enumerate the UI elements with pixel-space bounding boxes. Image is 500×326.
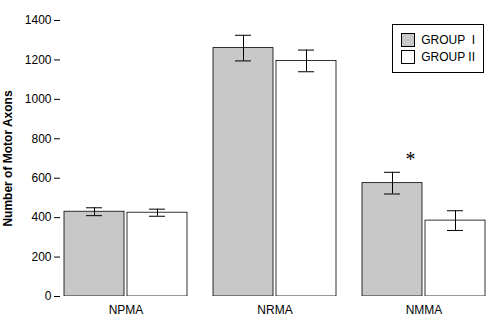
svg-text:NPMA: NPMA [109,303,144,317]
svg-text:Number of Motor Axons: Number of Motor Axons [1,90,15,227]
svg-text:600: 600 [31,171,51,185]
svg-text:1400: 1400 [25,13,52,27]
html-text:GROUP II: GROUP II [421,50,475,64]
svg-text:1200: 1200 [25,53,52,67]
svg-text:800: 800 [31,132,51,146]
svg-text:400: 400 [31,210,51,224]
svg-text:1000: 1000 [25,92,52,106]
svg-text:NMMA: NMMA [406,303,443,317]
svg-text:200: 200 [31,250,51,264]
html-text:GROUP I: GROUP I [421,33,475,47]
svg-text:*: * [406,148,416,170]
svg-text:0: 0 [45,289,52,303]
svg-text:NRMA: NRMA [257,303,292,317]
